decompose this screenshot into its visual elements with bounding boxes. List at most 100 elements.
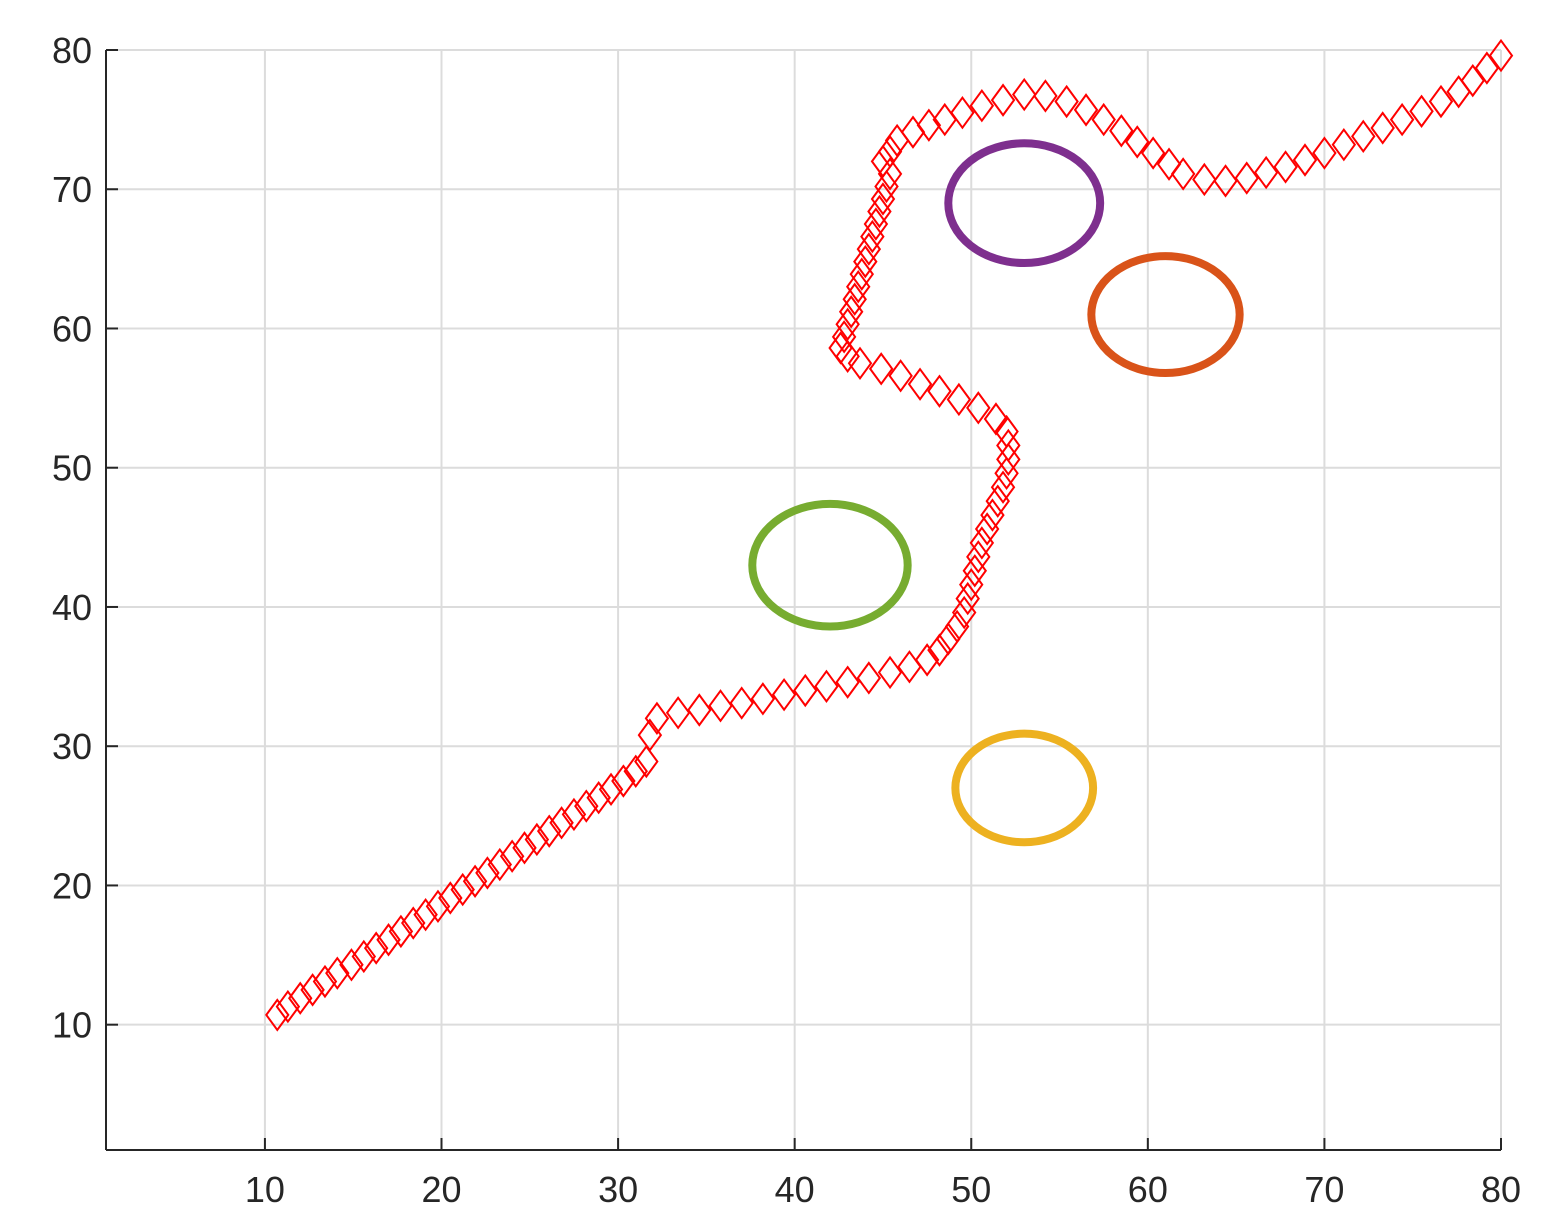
path-marker — [835, 665, 860, 699]
x-tick-label: 50 — [951, 1169, 991, 1210]
path-marker — [363, 931, 389, 965]
path-marker — [1331, 127, 1357, 162]
path-marker — [868, 352, 894, 386]
x-tick-label: 70 — [1304, 1169, 1344, 1210]
path-marker — [944, 609, 970, 644]
path-marker — [487, 847, 513, 882]
path-marker — [623, 754, 648, 788]
path-marker — [499, 839, 525, 873]
y-tick-label: 60 — [52, 308, 92, 349]
path-marker — [974, 512, 1000, 546]
path-marker — [856, 232, 882, 266]
path-marker — [1125, 125, 1150, 159]
path-marker — [536, 814, 562, 848]
path-marker — [376, 923, 401, 957]
path-marker — [586, 781, 611, 815]
obstacle-circle — [944, 139, 1105, 268]
path-marker — [1234, 161, 1259, 195]
path-marker — [512, 831, 537, 865]
path-marker — [835, 339, 860, 374]
grid — [106, 49, 1502, 1150]
path-marker — [1011, 77, 1037, 112]
path-marker — [853, 244, 878, 279]
path-marker — [351, 939, 377, 974]
path-marker — [856, 661, 882, 695]
path-marker — [831, 320, 857, 354]
y-tick-label: 80 — [52, 30, 92, 71]
path-marker — [1253, 155, 1279, 190]
path-marker — [325, 956, 350, 990]
path-marker — [312, 964, 338, 999]
path-marker — [950, 95, 975, 130]
path-marker — [867, 194, 892, 229]
path-marker — [888, 359, 913, 393]
x-tick-label: 80 — [1481, 1169, 1521, 1210]
path-marker — [990, 470, 1016, 504]
path-marker — [1192, 162, 1217, 197]
path-marker — [1091, 102, 1116, 137]
path-marker — [946, 382, 972, 417]
path-marker — [877, 157, 903, 191]
path-marker — [877, 134, 903, 169]
path-marker — [1292, 143, 1318, 177]
path-marker — [1156, 147, 1182, 181]
y-tick-label: 70 — [52, 169, 92, 210]
path-marker — [1273, 150, 1298, 184]
path-marker — [1109, 114, 1134, 148]
path-marker — [835, 307, 860, 341]
path-marker — [462, 864, 488, 898]
path-marker — [1460, 63, 1485, 98]
path-marker — [962, 554, 988, 588]
path-marker — [438, 881, 463, 915]
path-marker — [990, 83, 1016, 117]
path-marker — [793, 673, 818, 708]
path-marker — [863, 207, 889, 241]
path-marker — [413, 897, 438, 932]
path-marker — [598, 772, 624, 807]
path-marker — [916, 108, 942, 142]
path-marker — [1140, 136, 1166, 170]
path-marker — [1170, 157, 1196, 191]
path-marker — [860, 219, 885, 254]
path-marker — [980, 498, 1005, 532]
path-marker — [874, 169, 899, 204]
path-marker — [288, 981, 313, 1015]
path-marker — [870, 144, 896, 179]
y-tick-label: 40 — [52, 587, 92, 628]
path-marker — [927, 633, 952, 667]
path-marker — [300, 973, 325, 1007]
obstacle-circle — [951, 729, 1098, 847]
path-marker — [814, 669, 839, 704]
path-marker — [1488, 38, 1514, 73]
path-marker — [870, 182, 896, 216]
path-marker — [524, 822, 550, 857]
x-tick-label: 30 — [598, 1169, 638, 1210]
path-marker — [1054, 84, 1079, 119]
path-marker — [425, 889, 451, 924]
x-tick-label: 10 — [245, 1169, 285, 1210]
path-marker — [994, 414, 1019, 449]
path-marker — [969, 526, 995, 560]
path-marker — [1370, 111, 1395, 145]
path-marker — [907, 367, 933, 401]
path-marker — [750, 682, 776, 716]
obstacle-circle — [748, 499, 912, 631]
path-marker — [771, 677, 797, 712]
path-marker — [339, 948, 364, 982]
path-marker — [985, 484, 1010, 518]
path-marker — [401, 906, 426, 940]
path-marker — [983, 402, 1009, 436]
path-marker — [966, 391, 991, 425]
path-marker — [687, 693, 712, 727]
path-marker — [1213, 164, 1238, 198]
path-marker — [914, 643, 940, 677]
path-marker — [1312, 136, 1337, 170]
path-marker — [838, 295, 864, 329]
path-marker — [1389, 102, 1415, 137]
path-marker — [265, 998, 290, 1032]
y-tick-label: 10 — [52, 1005, 92, 1046]
path-marker — [388, 914, 414, 949]
x-tick-label: 40 — [775, 1169, 815, 1210]
path-marker — [1033, 79, 1058, 113]
